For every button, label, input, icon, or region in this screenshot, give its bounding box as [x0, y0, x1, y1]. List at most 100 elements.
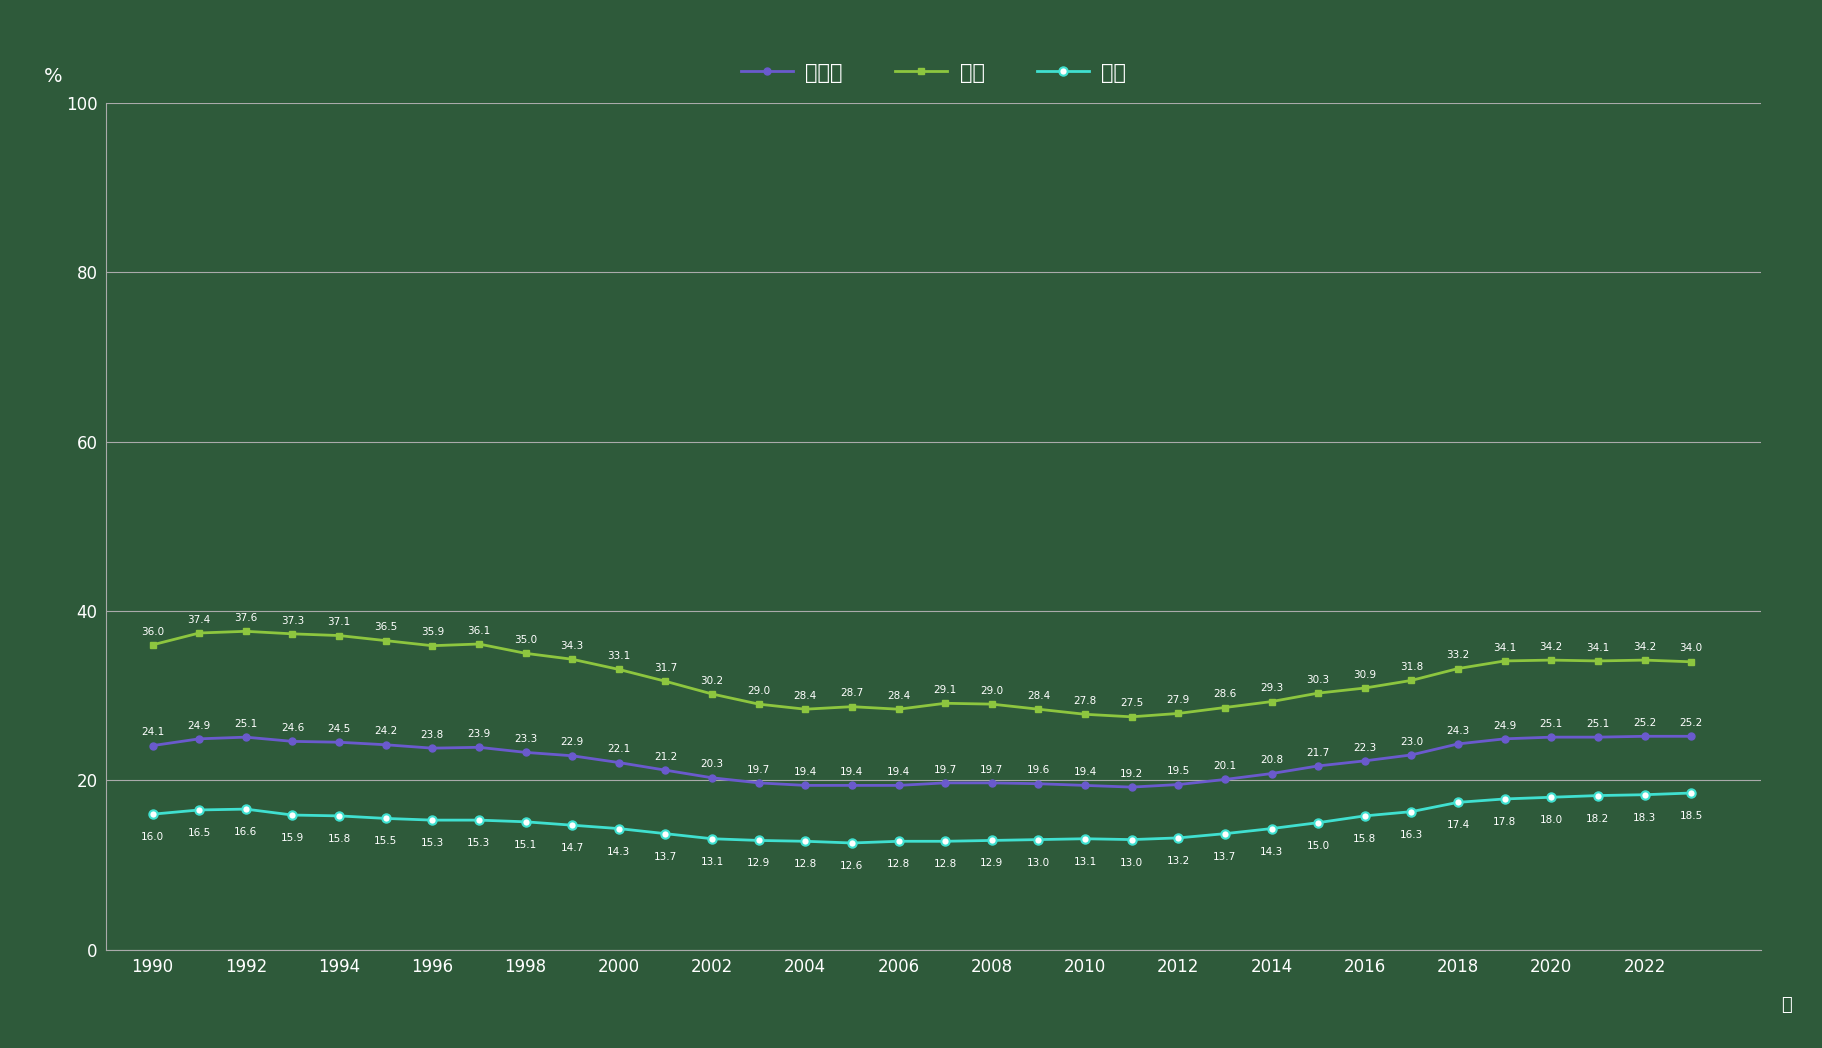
- Text: 19.7: 19.7: [747, 765, 771, 774]
- Text: 15.9: 15.9: [281, 833, 304, 843]
- 男性: [468, 638, 490, 651]
- 男女計: [1075, 779, 1097, 791]
- Text: 23.0: 23.0: [1399, 737, 1423, 746]
- Text: 27.9: 27.9: [1166, 695, 1190, 705]
- 男性: [235, 625, 257, 637]
- 男性: [1306, 686, 1328, 699]
- Text: 37.3: 37.3: [281, 615, 304, 626]
- Text: 14.7: 14.7: [561, 844, 583, 853]
- Text: 24.5: 24.5: [328, 724, 350, 734]
- Text: 36.5: 36.5: [374, 623, 397, 632]
- 男性: [980, 698, 1002, 711]
- 女性: [561, 818, 583, 831]
- Text: 28.4: 28.4: [794, 691, 816, 701]
- Text: 18.5: 18.5: [1680, 811, 1704, 821]
- 女性: [1306, 816, 1328, 829]
- 男性: [1168, 707, 1190, 720]
- 女性: [980, 834, 1002, 847]
- 男女計: [421, 742, 443, 755]
- 女性: [1261, 823, 1283, 835]
- 女性: [935, 835, 957, 848]
- 男性: [1121, 711, 1142, 723]
- 女性: [794, 835, 816, 848]
- 女性: [1634, 788, 1656, 801]
- 男性: [1028, 703, 1049, 716]
- Text: 29.3: 29.3: [1259, 683, 1283, 693]
- Text: 12.8: 12.8: [887, 859, 911, 870]
- 男女計: [328, 736, 350, 748]
- Text: 23.8: 23.8: [421, 729, 445, 740]
- 男女計: [1680, 730, 1702, 743]
- 女性: [235, 803, 257, 815]
- Text: 24.1: 24.1: [140, 727, 164, 738]
- Text: 21.2: 21.2: [654, 751, 678, 762]
- 男女計: [1401, 748, 1423, 761]
- 男性: [654, 675, 676, 687]
- 男性: [282, 628, 304, 640]
- 男女計: [142, 739, 164, 751]
- Text: 19.4: 19.4: [1073, 767, 1097, 777]
- Text: 22.1: 22.1: [607, 744, 630, 755]
- 男女計: [1306, 760, 1328, 772]
- 男性: [1261, 695, 1283, 707]
- 男性: [747, 698, 769, 711]
- Text: 16.6: 16.6: [235, 827, 257, 837]
- Text: 12.9: 12.9: [747, 858, 771, 869]
- Text: 19.2: 19.2: [1121, 769, 1142, 779]
- 男女計: [980, 777, 1002, 789]
- Text: 19.7: 19.7: [933, 765, 957, 774]
- 女性: [188, 804, 210, 816]
- 男女計: [1261, 767, 1283, 780]
- Text: 28.4: 28.4: [887, 691, 911, 701]
- 女性: [1213, 827, 1235, 839]
- 男女計: [701, 771, 723, 784]
- Text: 34.2: 34.2: [1540, 641, 1563, 652]
- 男性: [1354, 682, 1376, 695]
- Text: 19.7: 19.7: [980, 765, 1004, 774]
- Text: 13.2: 13.2: [1166, 856, 1190, 866]
- Text: 25.2: 25.2: [1633, 718, 1656, 728]
- Text: 19.4: 19.4: [840, 767, 864, 777]
- Text: 25.1: 25.1: [1540, 719, 1563, 728]
- 女性: [1587, 789, 1609, 802]
- Text: 19.4: 19.4: [794, 767, 816, 777]
- 男性: [421, 639, 443, 652]
- 男性: [794, 703, 816, 716]
- 女性: [1401, 805, 1423, 817]
- 男性: [935, 697, 957, 709]
- 男性: [887, 703, 909, 716]
- Text: 28.4: 28.4: [1028, 691, 1049, 701]
- Text: 12.8: 12.8: [933, 859, 957, 870]
- Text: 17.4: 17.4: [1447, 821, 1470, 830]
- Text: 25.1: 25.1: [1587, 719, 1609, 728]
- Text: 24.9: 24.9: [188, 721, 211, 730]
- 男女計: [1587, 730, 1609, 743]
- Text: 14.3: 14.3: [607, 847, 630, 856]
- 男女計: [1168, 779, 1190, 791]
- Text: 15.1: 15.1: [514, 839, 537, 850]
- Text: 24.2: 24.2: [374, 726, 397, 737]
- Text: 15.8: 15.8: [328, 834, 350, 844]
- Line: 女性: 女性: [148, 789, 1694, 847]
- Text: 19.4: 19.4: [887, 767, 911, 777]
- 女性: [747, 834, 769, 847]
- Text: 23.9: 23.9: [466, 729, 490, 739]
- Line: 男性: 男性: [149, 628, 1694, 720]
- Text: 36.1: 36.1: [466, 626, 490, 636]
- Text: 31.7: 31.7: [654, 663, 678, 673]
- 男性: [1680, 655, 1702, 668]
- Text: 22.9: 22.9: [561, 738, 583, 747]
- Text: 29.1: 29.1: [933, 685, 957, 695]
- 男性: [328, 629, 350, 641]
- 男性: [1494, 655, 1516, 668]
- 男性: [142, 638, 164, 651]
- Text: 35.9: 35.9: [421, 628, 445, 637]
- 男女計: [1121, 781, 1142, 793]
- 女性: [1540, 791, 1561, 804]
- 女性: [1121, 833, 1142, 846]
- Text: 年: 年: [1780, 997, 1791, 1014]
- Text: 27.8: 27.8: [1073, 696, 1097, 706]
- Text: 13.0: 13.0: [1028, 857, 1049, 868]
- Text: 18.2: 18.2: [1587, 813, 1609, 824]
- 女性: [282, 809, 304, 822]
